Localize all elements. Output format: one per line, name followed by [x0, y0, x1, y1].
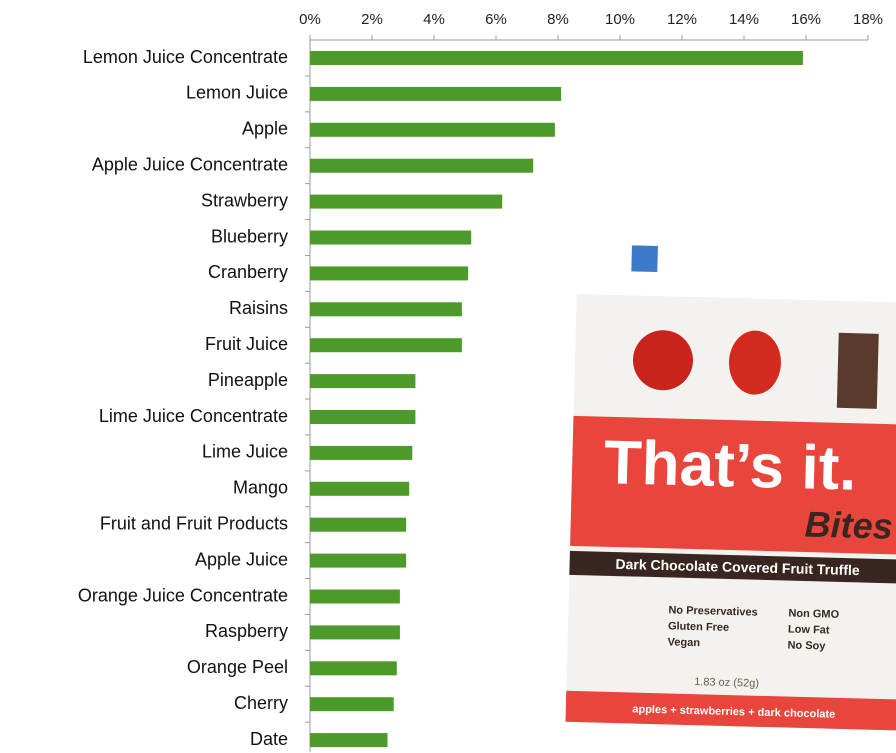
bottom-band: [565, 690, 896, 731]
category-label: Fruit and Fruit Products: [100, 513, 288, 533]
chocolate-icon: [836, 332, 879, 409]
bar: [310, 553, 407, 568]
bar: [310, 86, 562, 101]
category-label: Lime Juice: [202, 442, 288, 462]
bar: [310, 410, 416, 424]
package-text: Low Fat: [788, 623, 830, 636]
category-label: Raisins: [229, 298, 288, 318]
package-text: Non GMO: [788, 607, 839, 620]
x-tick-label: 2%: [361, 11, 383, 28]
badge: [631, 245, 658, 273]
bar: [310, 374, 416, 389]
bar: [310, 697, 394, 712]
bar: [310, 661, 397, 676]
package-text: Gluten Free: [668, 620, 729, 634]
category-label: Date: [250, 729, 288, 749]
package-text: No Preservatives: [668, 604, 758, 618]
bar: [310, 733, 388, 748]
bar: [310, 266, 469, 281]
bar: [310, 302, 462, 317]
package-text: apples + strawberries + dark chocolate: [632, 703, 835, 720]
x-tick-label: 6%: [485, 11, 507, 28]
bar: [310, 338, 462, 353]
category-label: Pineapple: [208, 370, 288, 390]
x-tick-label: 14%: [729, 11, 759, 28]
x-tick-label: 0%: [299, 11, 321, 28]
category-label: Cranberry: [208, 262, 288, 282]
category-label: Orange Peel: [187, 657, 288, 677]
category-label: Orange Juice Concentrate: [78, 585, 288, 605]
bar: [310, 51, 803, 65]
apple-icon: [632, 330, 693, 391]
package-text: Dark Chocolate Covered Fruit Truffle: [615, 556, 860, 578]
bar: [310, 230, 472, 245]
package-text: That’s it.: [603, 428, 857, 504]
package-text: Vegan: [667, 636, 700, 649]
bar: [310, 445, 413, 460]
red-band: [570, 415, 896, 555]
category-label: Apple Juice: [195, 549, 288, 569]
x-tick-label: 10%: [605, 11, 635, 28]
x-tick-label: 12%: [667, 11, 697, 28]
bar: [310, 158, 534, 173]
strawberry-icon: [728, 330, 781, 395]
package-text: No Soy: [787, 639, 826, 652]
bar: [310, 122, 555, 137]
category-label: Strawberry: [201, 190, 288, 210]
category-label: Blueberry: [211, 226, 288, 246]
x-tick-label: 18%: [853, 11, 883, 28]
category-label: Fruit Juice: [205, 334, 288, 354]
category-label: Mango: [233, 478, 288, 498]
dark-stripe: [569, 550, 896, 584]
package-text: Bites: [804, 503, 893, 546]
bar: [310, 589, 400, 604]
category-label: Lemon Juice: [186, 83, 288, 103]
package-text: 1.83 oz (52g): [694, 676, 759, 690]
bar: [310, 517, 407, 532]
category-label: Cherry: [234, 693, 288, 713]
x-tick-label: 16%: [791, 11, 821, 28]
product-image: That’s it.Bites Dark Chocolate Covered Fr…: [565, 223, 896, 731]
category-label: Apple: [242, 119, 288, 139]
category-label: Apple Juice Concentrate: [92, 154, 288, 174]
bar: [310, 481, 410, 496]
category-label: Raspberry: [205, 621, 288, 641]
x-tick-label: 4%: [423, 11, 445, 28]
category-label: Lime Juice Concentrate: [99, 406, 288, 426]
bar: [310, 625, 400, 640]
package-top: [576, 223, 896, 303]
category-label: Lemon Juice Concentrate: [83, 47, 288, 67]
bar: [310, 194, 503, 209]
x-tick-label: 8%: [547, 11, 569, 28]
